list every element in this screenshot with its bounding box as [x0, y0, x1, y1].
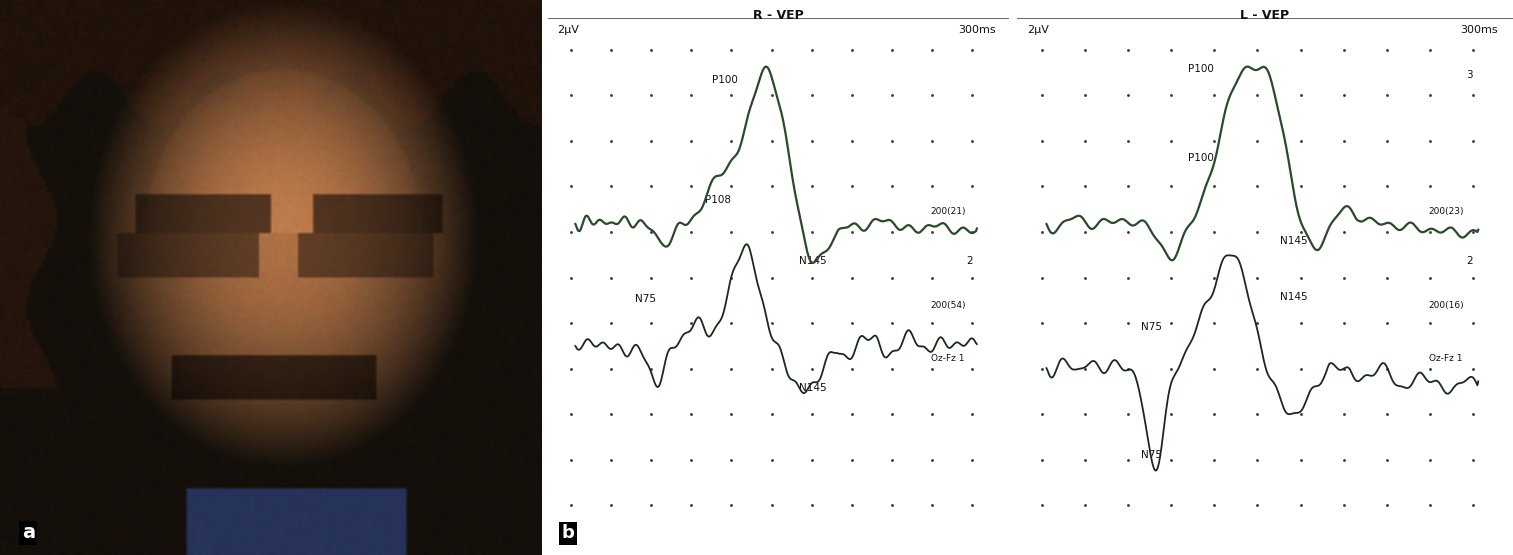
Text: b: b: [561, 524, 575, 542]
Text: P100: P100: [711, 75, 737, 85]
Text: 300ms: 300ms: [1460, 25, 1498, 35]
Text: L - VEP: L - VEP: [1241, 9, 1289, 22]
Text: 300ms: 300ms: [958, 25, 996, 35]
Text: 2μV: 2μV: [1027, 25, 1049, 35]
Text: 3: 3: [1466, 70, 1474, 80]
Text: R - VEP: R - VEP: [753, 9, 803, 22]
Text: 2: 2: [965, 256, 973, 266]
Text: N145: N145: [799, 256, 826, 266]
Text: 200(54): 200(54): [930, 301, 967, 310]
Text: 200(23): 200(23): [1428, 206, 1465, 216]
Text: P100: P100: [1188, 64, 1213, 74]
Text: N75: N75: [1141, 322, 1162, 332]
Text: N145: N145: [799, 384, 826, 393]
Text: Oz-Fz 1: Oz-Fz 1: [930, 354, 964, 363]
Text: P108: P108: [705, 195, 731, 205]
Text: N145: N145: [1280, 236, 1307, 246]
Text: Oz-Fz 1: Oz-Fz 1: [1428, 354, 1462, 363]
Text: N75: N75: [635, 295, 657, 305]
Text: P100: P100: [1188, 153, 1213, 163]
Text: 200(21): 200(21): [930, 206, 967, 216]
Text: N145: N145: [1280, 292, 1307, 302]
Text: 2μV: 2μV: [557, 25, 579, 35]
Text: 2: 2: [1466, 256, 1474, 266]
Text: a: a: [21, 523, 35, 542]
Text: 200(16): 200(16): [1428, 301, 1465, 310]
Text: N75: N75: [1141, 450, 1162, 460]
